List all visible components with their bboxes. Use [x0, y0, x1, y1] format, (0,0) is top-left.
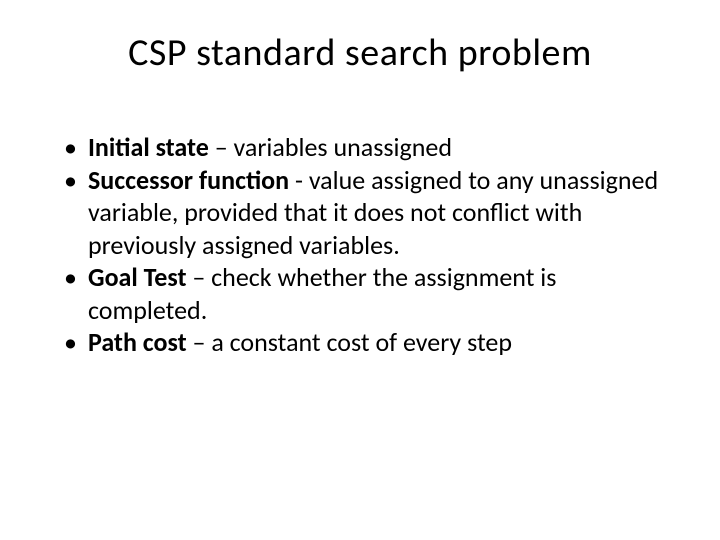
- slide-title: CSP standard search problem: [60, 30, 660, 76]
- list-item: • Successor function - value assigned to…: [60, 164, 660, 262]
- bullet-label: Goal Test: [88, 261, 186, 293]
- bullet-marker: •: [60, 164, 88, 197]
- bullet-marker: •: [60, 326, 88, 359]
- bullet-list: • Initial state – variables unassigned •…: [60, 131, 660, 359]
- bullet-text: Goal Test – check whether the assignment…: [88, 261, 660, 326]
- bullet-sep: –: [209, 131, 234, 163]
- bullet-sep: –: [187, 326, 212, 358]
- bullet-text: Initial state – variables unassigned: [88, 131, 660, 164]
- bullet-label: Initial state: [88, 131, 209, 163]
- bullet-desc: variables unassigned: [234, 131, 453, 163]
- list-item: • Initial state – variables unassigned: [60, 131, 660, 164]
- list-item: • Goal Test – check whether the assignme…: [60, 261, 660, 326]
- bullet-text: Path cost – a constant cost of every ste…: [88, 326, 660, 359]
- bullet-marker: •: [60, 131, 88, 164]
- list-item: • Path cost – a constant cost of every s…: [60, 326, 660, 359]
- bullet-desc: a constant cost of every step: [211, 326, 512, 358]
- bullet-sep: –: [186, 261, 211, 293]
- bullet-text: Successor function - value assigned to a…: [88, 164, 660, 262]
- bullet-marker: •: [60, 261, 88, 294]
- bullet-label: Path cost: [88, 326, 187, 358]
- bullet-label: Successor function: [88, 164, 289, 196]
- bullet-sep: -: [289, 164, 309, 196]
